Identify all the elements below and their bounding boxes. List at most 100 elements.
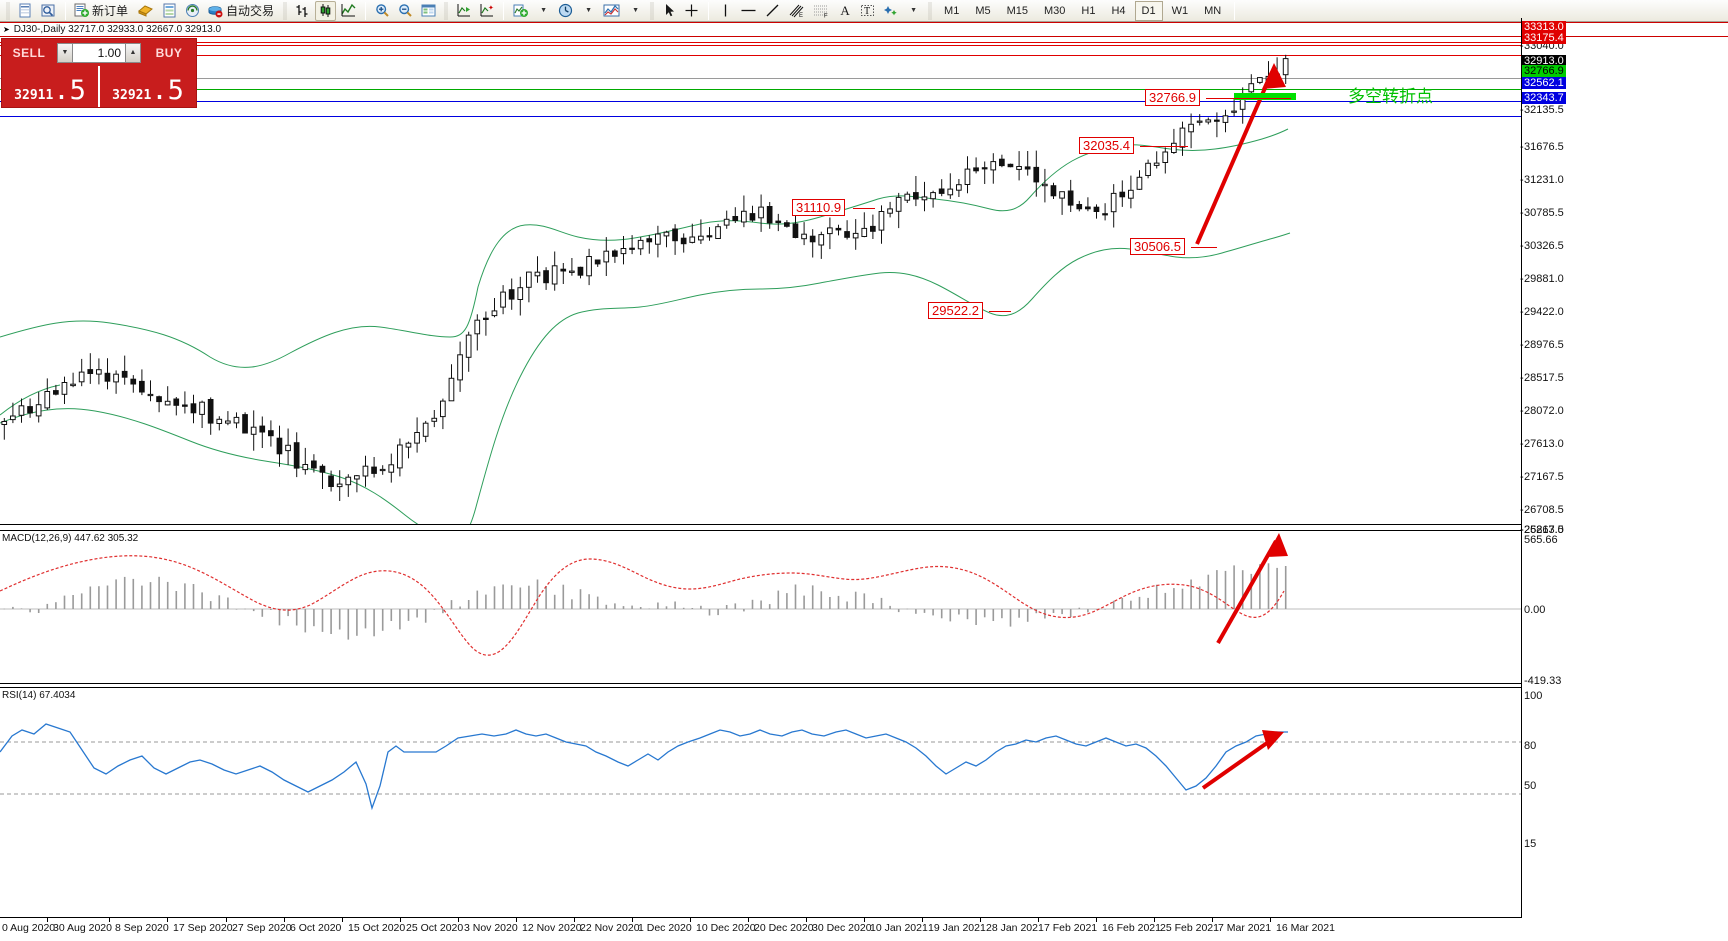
period-icon[interactable] <box>555 1 576 21</box>
annot-32035[interactable]: 32035.4 <box>1079 137 1134 154</box>
sell-price-dec: .5 <box>53 74 86 106</box>
toolbar-grip-5[interactable] <box>928 1 933 20</box>
time-tick-label: 20 Dec 2020 <box>754 922 814 934</box>
time-tick-label: 1 Dec 2020 <box>638 922 692 934</box>
fibonacci-icon[interactable]: F <box>810 1 833 21</box>
bar-chart-icon[interactable] <box>292 1 313 21</box>
tf-m15[interactable]: M15 <box>1006 4 1028 17</box>
chart-title-arrow-icon: ➤ <box>3 25 10 34</box>
crosshair-icon[interactable] <box>681 1 702 21</box>
autotrading-button[interactable]: 自动交易 <box>205 1 278 21</box>
text-label-icon[interactable]: T <box>857 1 878 21</box>
chart-shift-icon[interactable]: ✦ <box>476 1 497 21</box>
time-axis[interactable]: 0 Aug 2020 30 Aug 2020 8 Sep 2020 17 Sep 20… <box>0 917 1521 941</box>
time-tick-mark <box>47 918 48 922</box>
time-tick-label: 15 Oct 2020 <box>348 922 406 934</box>
tf-m30[interactable]: M30 <box>1044 4 1066 17</box>
annot-32766[interactable]: 32766.9 <box>1145 89 1200 106</box>
svg-text:F: F <box>824 14 828 19</box>
time-tick-mark <box>690 918 691 922</box>
oct-header: SELL ▼ 1.00 ▲ BUY <box>2 39 196 66</box>
volume-increase-icon[interactable]: ▲ <box>125 42 141 63</box>
templates-icon[interactable] <box>600 1 623 21</box>
chart-window-icon[interactable] <box>38 1 59 21</box>
autotrading-label: 自动交易 <box>226 4 275 18</box>
zoom-out-icon[interactable] <box>395 1 416 21</box>
tf-d1[interactable]: D1 <box>1134 0 1163 21</box>
metaeditor-icon[interactable] <box>182 1 203 21</box>
level-line-32343 <box>0 116 1521 117</box>
line-chart-icon[interactable] <box>338 1 359 21</box>
volume-stepper[interactable]: ▼ 1.00 ▲ <box>57 42 141 63</box>
time-tick-label: 17 Sep 2020 <box>173 922 233 934</box>
price-tick-31231-0: -31231.0 <box>1520 174 1564 186</box>
annot-30506[interactable]: 30506.5 <box>1130 238 1185 255</box>
chevron-down-icon-3[interactable]: ▼ <box>632 7 639 14</box>
buy-price[interactable]: 32921.5 <box>100 66 196 107</box>
tf-h1[interactable]: H1 <box>1081 4 1096 17</box>
annot-29522[interactable]: 29522.2 <box>928 302 983 319</box>
main-toolbar: 新订单 自动交易 <box>0 0 1728 22</box>
volume-decrease-icon[interactable]: ▼ <box>57 42 73 63</box>
new-order-button[interactable]: 新订单 <box>72 1 132 21</box>
text-icon-glyph: A <box>840 2 850 18</box>
time-tick-mark <box>632 918 633 922</box>
toolbar-grip-2[interactable] <box>283 1 288 20</box>
one-click-trading-panel[interactable]: SELL ▼ 1.00 ▲ BUY 32911.5 32921.5 <box>1 38 197 108</box>
rsi-pane[interactable]: RSI(14) 67.4034 <box>0 690 1521 917</box>
volume-input[interactable]: 1.00 <box>73 42 125 63</box>
price-badge-32562neg1: 32562.1 <box>1522 77 1566 89</box>
price-tick-28976-5: -28976.5 <box>1520 339 1564 351</box>
toolbar-grip-4[interactable] <box>650 1 655 20</box>
toolbar-grip-3[interactable] <box>444 1 449 20</box>
sell-button[interactable]: SELL <box>12 45 46 60</box>
chart-title-text: DJ30-,Daily 32717.0 32933.0 32667.0 3291… <box>13 24 222 35</box>
trendline-icon[interactable] <box>762 1 783 21</box>
macd-pane[interactable]: MACD(12,26,9) 447.62 305.32 <box>0 533 1521 683</box>
price-tick-29422-0: -29422.0 <box>1520 306 1564 318</box>
toolbar-grip[interactable] <box>6 1 10 20</box>
cursor-icon[interactable] <box>659 1 679 21</box>
tf-m1[interactable]: M1 <box>944 4 960 17</box>
price-badge-33175neg4: 33175.4 <box>1522 32 1566 44</box>
chevron-down-icon[interactable]: ▼ <box>540 7 547 14</box>
price-tick-30326-5: -30326.5 <box>1520 240 1564 252</box>
new-chart-icon[interactable] <box>15 1 36 21</box>
level-line-32913 <box>0 78 1521 79</box>
rsi-arrow <box>1201 730 1284 790</box>
buy-button[interactable]: BUY <box>155 45 183 60</box>
data-window-icon[interactable] <box>418 1 439 21</box>
horizontal-line-icon[interactable] <box>737 1 760 21</box>
sell-price[interactable]: 32911.5 <box>2 66 98 107</box>
text-icon[interactable]: A <box>835 1 855 21</box>
chevron-down-icon-2[interactable]: ▼ <box>585 7 592 14</box>
chevron-down-icon-4[interactable]: ▼ <box>910 7 917 14</box>
price-tick-27167-5: -27167.5 <box>1520 471 1564 483</box>
shapes-icon[interactable] <box>880 1 901 21</box>
tf-m5[interactable]: M5 <box>975 4 991 17</box>
vertical-line-icon[interactable] <box>715 1 735 21</box>
svg-text:✦: ✦ <box>488 4 494 12</box>
auto-scroll-icon[interactable] <box>453 1 474 21</box>
annot-31110[interactable]: 31110.9 <box>792 199 846 216</box>
price-tick-29881-0: -29881.0 <box>1520 273 1564 285</box>
title-rule-top <box>0 22 1728 23</box>
tf-w1[interactable]: W1 <box>1171 4 1189 17</box>
time-tick-mark <box>864 918 865 922</box>
tf-h4[interactable]: H4 <box>1111 4 1126 17</box>
toolbar-separator <box>65 1 66 20</box>
expert-advisors-icon[interactable] <box>134 1 157 21</box>
candlestick-chart-icon[interactable] <box>315 0 337 21</box>
add-indicator-icon[interactable] <box>510 1 531 21</box>
price-badge-33313neg0: 33313.0 <box>1522 21 1566 33</box>
time-tick-mark <box>1212 918 1213 922</box>
rsi-separator-top <box>0 683 1521 684</box>
equidistant-channel-icon[interactable]: E <box>785 1 808 21</box>
indicators-icon[interactable] <box>159 1 180 21</box>
annot-29522-leader <box>989 311 1011 312</box>
price-tick-30785-5: -30785.5 <box>1520 207 1564 219</box>
toolbar-separator-6 <box>1234 1 1236 20</box>
zoom-in-icon[interactable] <box>372 1 393 21</box>
tf-mn[interactable]: MN <box>1204 4 1222 17</box>
price-pane[interactable]: 32766.9 32035.4 31110.9 30506.5 29522.2 多空转折… <box>0 37 1521 524</box>
